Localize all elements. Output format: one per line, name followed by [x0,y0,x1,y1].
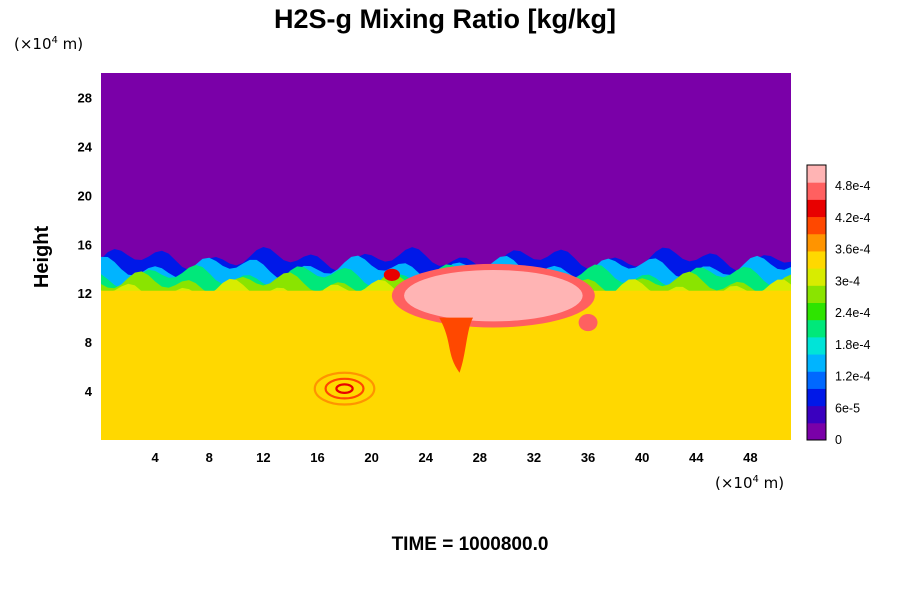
colorbar-label: 1.8e-4 [835,338,870,352]
colorbar-label: 6e-5 [835,401,860,415]
y-axis-ticks: 4 8 12 16 20 24 28 [78,90,93,399]
colorbar-segment [807,319,826,338]
chart-title: H2S-g Mixing Ratio [kg/kg] [274,4,616,34]
colorbar-segment [807,405,826,424]
x-tick-label: 44 [689,450,704,465]
y-tick-label: 20 [78,188,92,203]
colorbar-frame [806,164,827,441]
x-tick-label: 24 [418,450,433,465]
x-unit-suffix: m) [759,474,784,492]
colorbar-segment [807,371,826,389]
plume-fragment [383,268,400,281]
colorbar-segment [807,199,826,218]
colorbar-label: 1.2e-4 [835,370,870,384]
y-unit-prefix: (×10 [14,35,52,53]
colorbar-segment [807,302,826,321]
colorbar-segment [807,285,826,303]
colorbar: 0 6e-5 1.2e-4 1.8e-4 2.4e-4 3e-4 3.6e-4 4.2e-4 4… [806,164,870,447]
vortex-contour [313,371,376,406]
plume-contour [417,274,570,317]
colorbar-label: 0 [835,433,842,447]
colorbar-segment [807,250,826,269]
x-unit-exp: 4 [753,474,759,485]
colorbar-label: 3e-4 [835,274,860,288]
y-tick-label: 12 [78,286,92,301]
colorbar-segment [807,216,826,235]
x-axis-ticks: 4 8 12 16 20 24 28 32 36 40 44 48 [152,450,758,465]
y-tick-label: 8 [85,335,92,350]
colorbar-segment [807,388,826,407]
colorbar-segment [807,233,826,252]
colorbar-segment [807,354,826,372]
y-unit-label: (×104 m) [14,35,83,53]
colorbar-segment [807,165,826,183]
colorbar-label: 3.6e-4 [835,243,870,257]
plume-stem [439,317,474,373]
time-label: TIME = 1000800.0 [392,534,549,555]
colorbar-label: 4.8e-4 [835,179,870,193]
x-tick-label: 20 [364,450,378,465]
x-tick-label: 16 [310,450,324,465]
colorbar-segment [807,422,826,441]
y-tick-label: 28 [78,90,92,105]
x-tick-label: 32 [527,450,541,465]
vortex-contour [335,383,354,395]
colorbar-label: 2.4e-4 [835,306,870,320]
y-unit-suffix: m) [58,35,83,53]
colorbar-segment [807,268,826,286]
vortex-contour [324,377,365,400]
y-unit-exp: 4 [52,35,58,46]
x-tick-label: 28 [473,450,487,465]
heatmap-field [101,246,791,440]
y-axis-label: Height [31,226,53,289]
x-unit-label: (×104 m) [715,474,784,492]
x-tick-label: 12 [256,450,270,465]
y-tick-label: 24 [78,139,93,154]
x-tick-label: 36 [581,450,595,465]
x-tick-label: 40 [635,450,649,465]
colorbar-segment [807,336,826,355]
x-tick-label: 4 [152,450,160,465]
y-tick-label: 16 [78,237,92,252]
colorbar-label: 4.2e-4 [835,211,870,225]
x-tick-label: 48 [743,450,757,465]
x-unit-prefix: (×10 [715,474,753,492]
colorbar-segment [807,182,826,200]
plot-area [101,73,791,440]
plume-fragment [578,313,598,332]
x-tick-label: 8 [206,450,213,465]
y-tick-label: 4 [85,384,93,399]
